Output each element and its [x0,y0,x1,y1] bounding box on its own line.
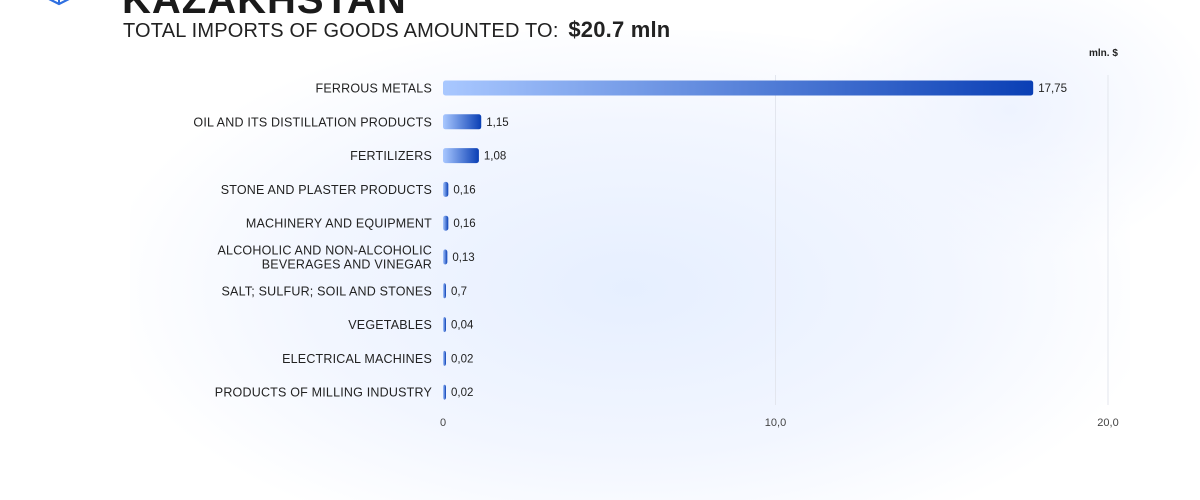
total-amount: $20.7 mln [568,17,671,42]
bar [443,114,482,130]
value-label: 0,16 [453,218,475,230]
bar [443,384,446,400]
category-label: STONE AND PLASTER PRODUCTS [221,183,432,197]
category-label-line: ELECTRICAL MACHINES [282,352,432,366]
category-label-line: VEGETABLES [348,318,432,332]
category-label: ELECTRICAL MACHINES [282,352,432,366]
category-label-line: FERROUS METALS [316,82,432,96]
bar [443,181,449,197]
unit-label: mln. $ [1089,48,1118,59]
category-label: PRODUCTS OF MILLING INDUSTRY [215,386,433,400]
category-label-line: STONE AND PLASTER PRODUCTS [221,183,432,197]
value-label: 1,08 [484,151,506,163]
x-tick-label: 10,0 [765,417,786,429]
category-label-line: SALT; SULFUR; SOIL AND STONES [222,284,433,298]
value-label: 0,04 [451,320,474,332]
category-label-line: OIL AND ITS DISTILLATION PRODUCTS [193,115,432,129]
background-glow-top [800,0,1200,260]
globe-logo-icon [48,0,70,6]
category-label: OIL AND ITS DISTILLATION PRODUCTS [193,115,432,129]
subtitle-prefix: TOTAL IMPORTS OF GOODS AMOUNTED TO: [123,20,559,42]
x-tick-label: 20,0 [1097,417,1118,429]
value-label: 17,75 [1038,83,1067,95]
category-label-line: BEVERAGES AND VINEGAR [262,258,432,272]
value-label: 1,15 [486,117,508,129]
category-label-line: FERTILIZERS [350,149,432,163]
category-label: SALT; SULFUR; SOIL AND STONES [222,284,433,298]
category-label: FERTILIZERS [350,149,432,163]
category-labels: FERROUS METALS OIL AND ITS DISTILLATION P… [193,82,432,400]
category-label: ALCOHOLIC AND NON-ALCOHOLIC BEVERAGES AND… [218,244,432,272]
value-labels: 17,75 1,15 1,08 0,16 0,16 0,13 0,7 0,04 0,02 0,02 [451,83,1067,399]
value-label: 0,13 [452,252,474,264]
chart-subtitle: TOTAL IMPORTS OF GOODS AMOUNTED TO: $20.… [123,17,670,43]
category-label-line: ALCOHOLIC AND NON-ALCOHOLIC [218,244,432,258]
value-label: 0,7 [451,286,467,298]
value-label: 0,16 [453,184,475,196]
x-tick-label: 0 [440,417,446,429]
category-label: VEGETABLES [348,318,432,332]
bar [443,350,446,366]
grid-lines [775,75,1109,405]
category-label-line: PRODUCTS OF MILLING INDUSTRY [215,386,433,400]
imports-bar-chart: FERROUS METALS OIL AND ITS DISTILLATION P… [193,75,1119,429]
category-label: MACHINERY AND EQUIPMENT [246,217,432,231]
country-title: KAZAKHSTAN [122,0,407,22]
bar [443,249,448,265]
category-label: FERROUS METALS [316,82,432,96]
bar [443,215,449,231]
x-tick-labels: 0 10,0 20,0 [440,417,1119,429]
bar [443,148,479,164]
value-label: 0,02 [451,387,473,399]
category-label-line: MACHINERY AND EQUIPMENT [246,217,432,231]
bar [443,283,446,299]
bar [443,80,1034,96]
bar [443,317,446,333]
bars [443,80,1034,400]
value-label: 0,02 [451,353,473,365]
